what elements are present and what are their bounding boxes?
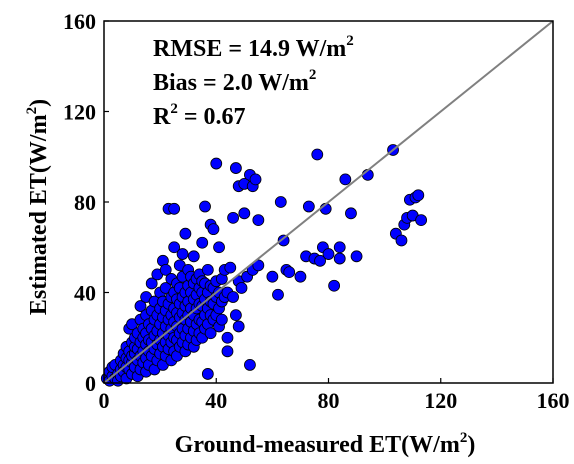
data-point <box>168 241 181 254</box>
x-tick-label: 0 <box>99 388 110 413</box>
data-point <box>176 248 189 260</box>
r2-annotation: R2 = 0.67 <box>153 101 246 130</box>
x-tick-label: 40 <box>205 388 227 413</box>
data-point <box>145 277 158 290</box>
data-point <box>187 250 200 263</box>
data-point <box>179 227 192 240</box>
data-point <box>210 157 223 170</box>
data-point <box>229 309 242 322</box>
data-point <box>322 248 335 260</box>
rmse-annotation: RMSE = 14.9 W/m2 <box>153 33 354 62</box>
data-point <box>134 300 147 312</box>
y-axis-label: Estimated ET(W/m2) <box>24 99 52 315</box>
data-point <box>232 320 245 333</box>
data-point <box>207 223 220 236</box>
data-point <box>283 266 296 279</box>
data-point <box>213 241 225 254</box>
data-point <box>235 282 248 294</box>
data-point <box>249 173 262 186</box>
data-point <box>272 288 284 301</box>
x-axis-label: Ground-measured ET(W/m2) <box>175 430 476 458</box>
y-tick-label: 160 <box>63 9 96 34</box>
data-point <box>339 173 352 186</box>
data-point <box>199 200 211 213</box>
data-point <box>328 279 341 292</box>
y-tick-label: 0 <box>85 371 96 396</box>
data-point <box>229 162 242 174</box>
data-point <box>345 207 357 220</box>
data-point <box>159 263 172 276</box>
data-point <box>221 331 234 344</box>
data-point <box>227 211 239 224</box>
y-tick-label: 120 <box>63 100 96 125</box>
data-point <box>221 345 234 358</box>
data-point <box>415 214 428 227</box>
data-point <box>224 261 237 274</box>
x-tick-label: 120 <box>424 388 457 413</box>
data-point <box>266 270 279 283</box>
data-point <box>215 313 228 326</box>
data-point <box>201 263 214 276</box>
data-point <box>196 236 209 249</box>
data-point <box>252 259 265 272</box>
data-point <box>333 252 346 265</box>
data-point <box>302 200 315 213</box>
data-point <box>227 291 239 303</box>
scatter-points <box>100 144 428 387</box>
x-tick-label: 160 <box>537 388 570 413</box>
y-tick-label: 80 <box>74 190 96 215</box>
data-point <box>395 234 408 247</box>
data-point <box>274 196 287 208</box>
data-point <box>294 270 307 283</box>
y-tick-label: 40 <box>74 281 96 306</box>
data-point <box>350 250 363 263</box>
axis-ticks: 0 40 80 120 160 0 40 80 120 160 <box>63 9 570 413</box>
one-to-one-line <box>103 20 554 384</box>
data-point <box>412 189 425 202</box>
data-point <box>238 207 251 220</box>
data-point <box>314 254 326 267</box>
data-point <box>244 358 256 371</box>
data-point <box>204 327 217 340</box>
data-point <box>277 234 290 247</box>
data-point <box>252 214 265 227</box>
bias-annotation: Bias = 2.0 W/m2 <box>153 67 316 96</box>
data-point <box>311 148 324 161</box>
data-point <box>333 241 346 254</box>
data-point <box>168 202 181 215</box>
data-point <box>201 368 214 380</box>
x-tick-label: 80 <box>318 388 340 413</box>
